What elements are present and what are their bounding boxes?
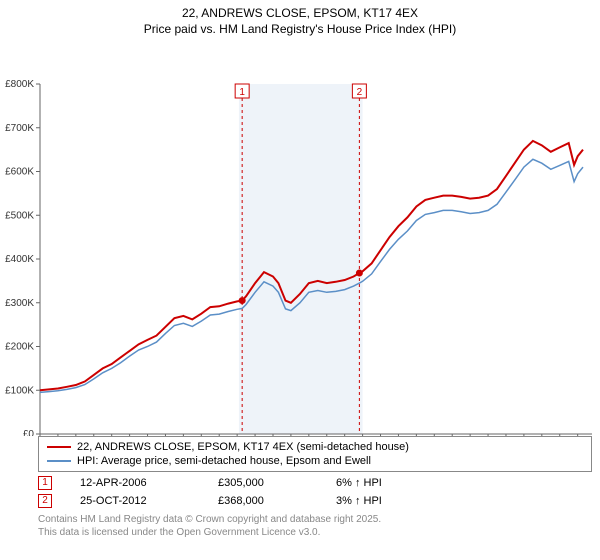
transaction-date: 25-OCT-2012 [80, 495, 190, 507]
transaction-row: 2 25-OCT-2012 £368,000 3% ↑ HPI [38, 494, 592, 508]
transaction-marker: 2 [38, 494, 52, 508]
transactions-list: 1 12-APR-2006 £305,000 6% ↑ HPI 2 25-OCT-2012… [38, 476, 592, 508]
marker-dot [356, 269, 363, 276]
transaction-row: 1 12-APR-2006 £305,000 6% ↑ HPI [38, 476, 592, 490]
footer-line1: Contains HM Land Registry data © Crown c… [38, 514, 592, 527]
legend-swatch [47, 446, 71, 448]
y-tick-label: £700K [5, 122, 34, 133]
chart-container: 22, ANDREWS CLOSE, EPSOM, KT17 4EX Price… [0, 0, 600, 560]
legend-label: HPI: Average price, semi-detached house,… [77, 454, 371, 468]
y-tick-label: £600K [5, 166, 34, 177]
transaction-date: 12-APR-2006 [80, 477, 190, 489]
y-tick-label: £100K [5, 385, 34, 396]
marker-label: 2 [357, 87, 363, 98]
transaction-price: £305,000 [218, 477, 308, 489]
legend-swatch [47, 460, 71, 462]
legend-item: HPI: Average price, semi-detached house,… [47, 454, 583, 468]
marker-dot [239, 297, 246, 304]
legend-item: 22, ANDREWS CLOSE, EPSOM, KT17 4EX (semi… [47, 440, 583, 454]
transaction-delta: 3% ↑ HPI [336, 495, 382, 507]
y-tick-label: £300K [5, 297, 34, 308]
chart-title-line1: 22, ANDREWS CLOSE, EPSOM, KT17 4EX [0, 0, 600, 22]
footer-line2: This data is licensed under the Open Gov… [38, 527, 592, 540]
legend: 22, ANDREWS CLOSE, EPSOM, KT17 4EX (semi… [38, 436, 592, 473]
y-tick-label: £200K [5, 341, 34, 352]
y-tick-label: £0 [23, 429, 35, 436]
transaction-price: £368,000 [218, 495, 308, 507]
y-tick-label: £800K [5, 79, 34, 90]
transaction-delta: 6% ↑ HPI [336, 477, 382, 489]
y-tick-label: £400K [5, 254, 34, 265]
line-chart: £0 £100K £200K £300K £400K £500K £600K £700K £80… [0, 36, 600, 436]
legend-label: 22, ANDREWS CLOSE, EPSOM, KT17 4EX (semi… [77, 440, 409, 454]
transaction-marker: 1 [38, 476, 52, 490]
shaded-band [239, 84, 363, 434]
attribution-footer: Contains HM Land Registry data © Crown c… [38, 514, 592, 539]
marker-label: 1 [239, 87, 245, 98]
chart-title-line2: Price paid vs. HM Land Registry's House … [0, 22, 600, 36]
y-tick-label: £500K [5, 210, 34, 221]
